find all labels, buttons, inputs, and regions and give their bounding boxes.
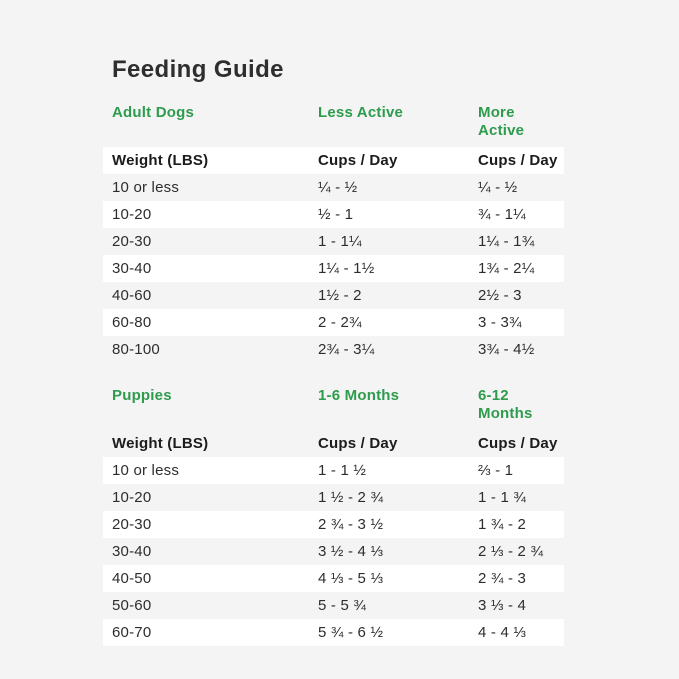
table-header-row: Weight (LBS) Cups / Day Cups / Day (103, 147, 564, 174)
tables-container: Adult Dogs Less Active More Active Weigh… (103, 104, 564, 646)
cups-less-active: 2¾ - 3¼ (318, 341, 375, 358)
cups-6-12-months: 1 - 1 ¾ (478, 489, 527, 506)
cups-more-active: 1¾ - 2¼ (478, 260, 535, 277)
cups-less-active: 1 - 1¼ (318, 233, 362, 250)
cups-1-6-months: 4 ⅓ - 5 ⅓ (318, 570, 384, 587)
table-row: 30-40 3 ½ - 4 ⅓ 2 ⅓ - 2 ¾ (103, 538, 564, 565)
cups-1-6-months: 1 - 1 ½ (318, 462, 367, 479)
cups-1-6-months: 5 ¾ - 6 ½ (318, 624, 384, 641)
weight-range: 30-40 (112, 543, 152, 560)
table-row: 40-60 1½ - 2 2½ - 3 (103, 282, 564, 309)
page-title: Feeding Guide (112, 56, 284, 83)
cups-6-12-months: 2 ¾ - 3 (478, 570, 527, 587)
header-cups-per-day-1-6-months: Cups / Day (318, 435, 398, 452)
weight-range: 40-60 (112, 287, 152, 304)
cups-1-6-months: 2 ¾ - 3 ½ (318, 516, 384, 533)
weight-range: 10-20 (112, 206, 152, 223)
weight-range: 60-70 (112, 624, 152, 641)
weight-range: 30-40 (112, 260, 152, 277)
puppies-section: Puppies 1-6 Months 6-12 Months Weight (L… (103, 387, 564, 646)
section-label-adult-dogs: Adult Dogs (112, 104, 194, 121)
weight-range: 60-80 (112, 314, 152, 331)
cups-1-6-months: 3 ½ - 4 ⅓ (318, 543, 384, 560)
header-cups-per-day-more-active: Cups / Day (478, 152, 558, 169)
cups-6-12-months: ⅔ - 1 (478, 462, 514, 479)
adult-dogs-section: Adult Dogs Less Active More Active Weigh… (103, 104, 564, 363)
weight-range: 50-60 (112, 597, 152, 614)
cups-less-active: ¼ - ½ (318, 179, 358, 196)
cups-less-active: 2 - 2¾ (318, 314, 362, 331)
table-row: 10-20 ½ - 1 ¾ - 1¼ (103, 201, 564, 228)
cups-1-6-months: 1 ½ - 2 ¾ (318, 489, 384, 506)
column-label-6-12-months: 6-12 Months (478, 387, 533, 422)
adult-dogs-table: Weight (LBS) Cups / Day Cups / Day 10 or… (103, 147, 564, 363)
table-row: 20-30 2 ¾ - 3 ½ 1 ¾ - 2 (103, 511, 564, 538)
column-label-1-6-months: 1-6 Months (318, 387, 400, 404)
cups-less-active: 1¼ - 1½ (318, 260, 375, 277)
weight-range: 10 or less (112, 462, 180, 479)
header-weight-lbs: Weight (LBS) (112, 435, 209, 452)
cups-more-active: 2½ - 3 (478, 287, 522, 304)
table-row: 20-30 1 - 1¼ 1¼ - 1¾ (103, 228, 564, 255)
table-row: 10 or less 1 - 1 ½ ⅔ - 1 (103, 457, 564, 484)
cups-less-active: 1½ - 2 (318, 287, 362, 304)
weight-range: 10 or less (112, 179, 180, 196)
header-cups-per-day-6-12-months: Cups / Day (478, 435, 558, 452)
column-label-more-active: More Active (478, 104, 525, 139)
adult-dogs-section-header: Adult Dogs Less Active More Active (103, 104, 564, 140)
weight-range: 20-30 (112, 516, 152, 533)
table-row: 60-80 2 - 2¾ 3 - 3¾ (103, 309, 564, 336)
cups-6-12-months: 4 - 4 ⅓ (478, 624, 527, 641)
header-weight-lbs: Weight (LBS) (112, 152, 209, 169)
cups-6-12-months: 2 ⅓ - 2 ¾ (478, 543, 544, 560)
weight-range: 80-100 (112, 341, 160, 358)
cups-more-active: 3 - 3¾ (478, 314, 522, 331)
table-row: 10-20 1 ½ - 2 ¾ 1 - 1 ¾ (103, 484, 564, 511)
weight-range: 40-50 (112, 570, 152, 587)
puppies-section-header: Puppies 1-6 Months 6-12 Months (103, 387, 564, 423)
cups-more-active: ¾ - 1¼ (478, 206, 526, 223)
table-header-row: Weight (LBS) Cups / Day Cups / Day (103, 430, 564, 457)
cups-more-active: 3¾ - 4½ (478, 341, 535, 358)
column-label-less-active: Less Active (318, 104, 404, 121)
cups-more-active: 1¼ - 1¾ (478, 233, 535, 250)
table-row: 40-50 4 ⅓ - 5 ⅓ 2 ¾ - 3 (103, 565, 564, 592)
table-row: 80-100 2¾ - 3¼ 3¾ - 4½ (103, 336, 564, 363)
table-row: 50-60 5 - 5 ¾ 3 ⅓ - 4 (103, 592, 564, 619)
table-row: 30-40 1¼ - 1½ 1¾ - 2¼ (103, 255, 564, 282)
puppies-table: Weight (LBS) Cups / Day Cups / Day 10 or… (103, 430, 564, 646)
cups-less-active: ½ - 1 (318, 206, 354, 223)
header-cups-per-day-less-active: Cups / Day (318, 152, 398, 169)
weight-range: 10-20 (112, 489, 152, 506)
cups-6-12-months: 1 ¾ - 2 (478, 516, 527, 533)
cups-6-12-months: 3 ⅓ - 4 (478, 597, 527, 614)
section-label-puppies: Puppies (112, 387, 172, 404)
table-row: 60-70 5 ¾ - 6 ½ 4 - 4 ⅓ (103, 619, 564, 646)
weight-range: 20-30 (112, 233, 152, 250)
cups-1-6-months: 5 - 5 ¾ (318, 597, 367, 614)
cups-more-active: ¼ - ½ (478, 179, 518, 196)
table-row: 10 or less ¼ - ½ ¼ - ½ (103, 174, 564, 201)
